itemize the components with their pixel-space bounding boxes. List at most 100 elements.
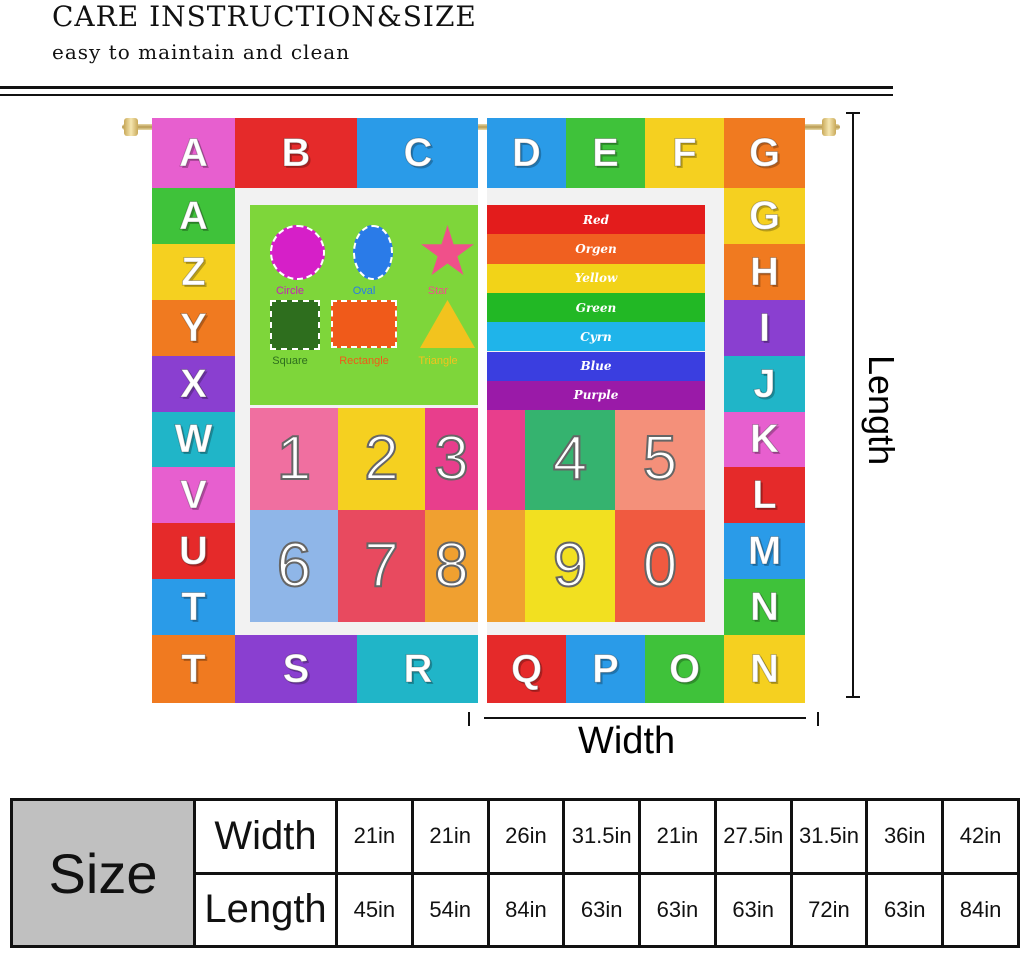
number-tile: 0	[615, 510, 705, 622]
length-value: 63in	[865, 871, 945, 948]
page-title: CARE INSTRUCTION&SIZE	[52, 0, 477, 33]
shape-label: Circle	[275, 285, 305, 297]
length-value: 72in	[789, 871, 869, 948]
width-value: 31.5in	[562, 798, 642, 875]
length-label: Length	[861, 355, 902, 466]
tri-shape	[420, 300, 475, 348]
letter-tile: G	[724, 188, 805, 244]
letter-tile: O	[645, 635, 724, 703]
number-tile: 6	[250, 510, 338, 622]
number-tile	[487, 510, 525, 622]
width-value: 26in	[486, 798, 566, 875]
number-tile: 4	[525, 408, 615, 510]
divider	[0, 86, 893, 89]
letter-tile: N	[724, 579, 805, 635]
shape-label: Oval	[352, 285, 376, 297]
letter-tile: M	[724, 523, 805, 580]
length-value: 63in	[713, 871, 793, 948]
size-table: Size Width 21in 21in 26in 31.5in 21in 27.5in 3…	[10, 798, 1020, 948]
length-value: 63in	[638, 871, 717, 948]
letter-tile: G	[724, 118, 805, 188]
width-value: 42in	[941, 798, 1020, 875]
letter-tile: J	[724, 355, 805, 412]
number-tile: 1	[250, 408, 338, 510]
width-value: 27.5in	[713, 798, 793, 875]
letter-tile: P	[566, 635, 645, 703]
length-row-label: Length	[193, 871, 338, 948]
letter-tile: S	[235, 635, 357, 703]
letter-tile: I	[724, 299, 805, 356]
letter-tile: Z	[152, 243, 235, 300]
color-stripe: Orgen	[487, 234, 705, 264]
width-value: 36in	[865, 798, 945, 875]
color-stripe: Green	[487, 292, 705, 323]
square-shape	[270, 300, 320, 350]
rod-finial	[124, 118, 138, 136]
letter-tile: L	[724, 467, 805, 524]
number-tile: 3	[425, 408, 478, 510]
letter-tile: T	[152, 635, 235, 703]
number-tile: 5	[615, 408, 705, 510]
letter-tile: W	[152, 411, 235, 468]
number-tile: 8	[425, 510, 478, 622]
shapes-area: Circle Oval Star Square Rectangle Triangle	[250, 205, 478, 405]
divider	[0, 94, 893, 96]
color-stripe: Purple	[487, 380, 705, 411]
color-stripe: Yellow	[487, 263, 705, 293]
length-value: 45in	[335, 871, 414, 948]
circle-shape	[270, 225, 325, 280]
width-arrow	[484, 717, 806, 719]
shape-label: Triangle	[418, 355, 458, 367]
width-row-label: Width	[193, 798, 338, 875]
letter-tile: V	[152, 467, 235, 524]
rod-finial	[822, 118, 836, 136]
letter-tile: X	[152, 355, 235, 412]
length-arrow	[852, 112, 854, 698]
letter-tile: Y	[152, 299, 235, 356]
shape-label: Star	[427, 285, 449, 297]
width-value: 21in	[638, 798, 717, 875]
number-tile	[487, 408, 525, 510]
shape-label: Rectangle	[339, 355, 389, 367]
color-stripe: Cyrn	[487, 322, 705, 352]
color-stripe: Red	[487, 205, 705, 235]
color-stripe: Blue	[487, 351, 705, 381]
letter-tile: C	[357, 118, 478, 188]
number-tile: 2	[338, 408, 425, 510]
length-value: 54in	[410, 871, 490, 948]
width-value: 31.5in	[789, 798, 869, 875]
letter-tile: Q	[487, 635, 566, 703]
width-tick	[468, 712, 470, 726]
length-value: 63in	[562, 871, 642, 948]
length-value: 84in	[941, 871, 1020, 948]
size-header: Size	[10, 798, 196, 948]
width-value: 21in	[410, 798, 490, 875]
letter-tile: B	[235, 118, 357, 188]
oval-shape	[353, 225, 393, 280]
letter-tile: A	[152, 188, 235, 244]
letter-tile: K	[724, 411, 805, 468]
curtain-panel-right: 4 5 9 0 D E F G G H I J K L M N Q P O N Red Orgen Yellow Green C…	[487, 118, 805, 703]
letter-tile: N	[724, 635, 805, 703]
number-tile: 9	[525, 510, 615, 622]
shape-label: Square	[272, 355, 308, 367]
width-value: 21in	[335, 798, 414, 875]
curtain-panel-left: A B C A Z Y X W V U T T S R Circle Oval Star Square Rectan…	[152, 118, 478, 703]
star-shape	[421, 225, 474, 276]
letter-tile: U	[152, 523, 235, 580]
length-value: 84in	[486, 871, 566, 948]
letter-tile: T	[152, 579, 235, 635]
letter-tile: D	[487, 118, 566, 188]
letter-tile: A	[152, 118, 235, 188]
width-tick	[817, 712, 819, 726]
length-tick	[846, 696, 860, 698]
number-tile: 7	[338, 510, 425, 622]
page-subtitle: easy to maintain and clean	[52, 40, 351, 64]
letter-tile: H	[724, 243, 805, 300]
letter-tile: F	[645, 118, 724, 188]
width-label: Width	[578, 720, 676, 762]
curtain-rod	[122, 124, 840, 130]
color-chart: Red Orgen Yellow Green Cyrn Blue Purple	[487, 205, 705, 411]
letter-tile: E	[566, 118, 645, 188]
letter-tile: R	[357, 635, 478, 703]
